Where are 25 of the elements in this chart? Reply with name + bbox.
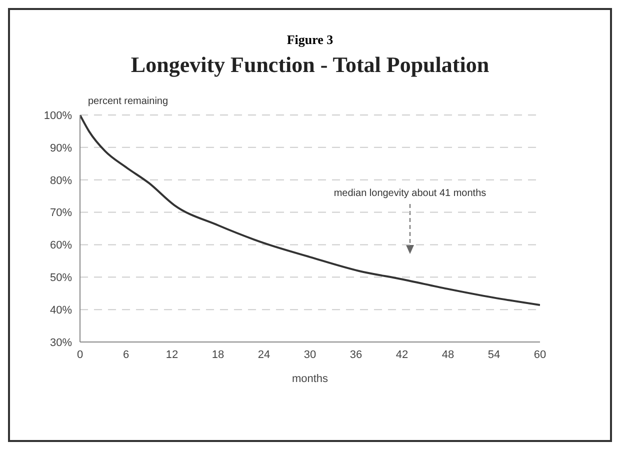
x-tick-label: 12 [166,348,178,361]
y-tick-label: 60% [50,240,72,252]
x-tick-label: 42 [396,348,408,361]
chart-subtitle: Longevity Function - Total Population [130,52,490,78]
x-axis-title: months [292,373,329,385]
x-tick-label: 0 [76,348,84,361]
y-tick-label: 50% [50,272,72,284]
y-tick-label: 40% [50,304,72,316]
x-tick-label: 36 [350,348,362,361]
y-tick-label: 90% [50,142,72,154]
line-series [80,115,540,306]
x-tick-label: 60 [534,348,546,361]
chart-title: Figure 3 [286,32,334,48]
x-tick-label: 6 [122,348,130,361]
y-tick-label: 80% [50,174,72,187]
x-tick-label: 30 [304,348,316,361]
x-tick-label: 54 [488,348,500,361]
annotation: median longevity about 41 months [332,188,488,199]
x-tick-label: 24 [258,348,270,361]
y-tick-label: 30% [50,336,72,349]
x-tick-label: 48 [442,348,454,361]
y-axis-title: percent remaining [88,96,170,107]
y-tick-label: 70% [50,207,72,220]
y-tick-label: 100% [44,110,72,122]
x-tick-label: 18 [212,348,224,361]
